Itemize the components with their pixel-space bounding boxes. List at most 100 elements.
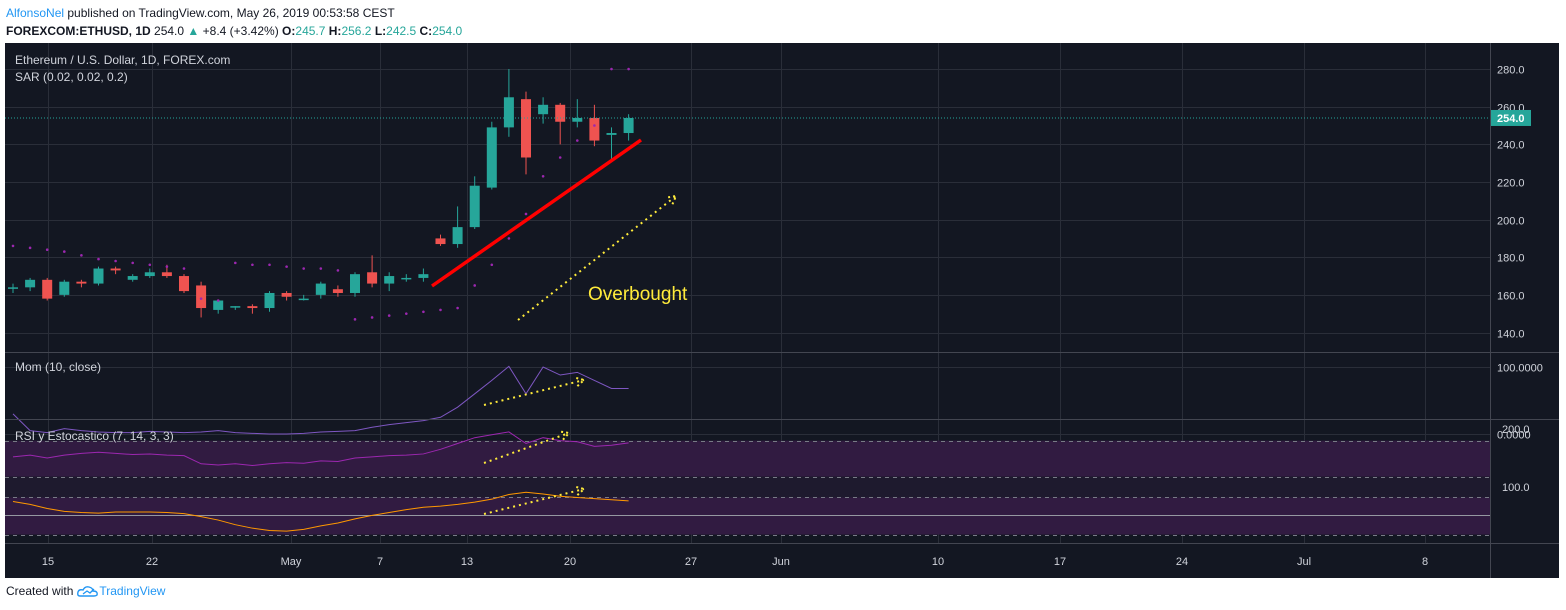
sar-layer — [11, 67, 630, 321]
x-axis-label: 8 — [1422, 556, 1428, 568]
tradingview-cloud-icon — [77, 586, 99, 597]
sar-dot — [524, 212, 528, 216]
candle-body — [315, 283, 326, 295]
close-value: 254.0 — [432, 24, 463, 38]
candle-body — [606, 133, 617, 135]
sar-dot — [131, 261, 134, 265]
sar-dot — [302, 267, 306, 270]
x-axis-label: 7 — [377, 556, 383, 568]
open-label: O: — [282, 24, 296, 38]
x-axis-label: 10 — [932, 556, 944, 568]
candle-body — [538, 104, 549, 115]
sar-dot — [593, 124, 596, 127]
price-axis-label: 280.0 — [1497, 65, 1525, 77]
low-value: 242.5 — [386, 24, 417, 38]
sar-dot — [422, 310, 425, 314]
candle-body — [332, 289, 343, 293]
candle-body — [110, 268, 121, 271]
x-axis-label: 27 — [685, 556, 697, 568]
open-value: 245.7 — [295, 24, 326, 38]
tradingview-logo[interactable]: TradingView — [77, 584, 165, 598]
sar-dot — [336, 269, 340, 272]
chart-canvas[interactable]: 15 22 May 7 13 20 27 Jun 10 17 24 Jul 8280.0260.0240… — [0, 0, 1566, 578]
mom-axis-label: 100.0000 — [1497, 363, 1543, 375]
drawings-layer — [430, 138, 678, 515]
candles-layer — [8, 69, 634, 318]
candle-body — [298, 298, 309, 301]
high-value: 256.2 — [341, 24, 372, 38]
low-label: L: — [374, 24, 387, 38]
sar-dot — [319, 267, 323, 270]
axes-layer: 15 22 May 7 13 20 27 Jun 10 17 24 Jul 8280.0260.0240… — [5, 43, 1559, 578]
candle-body — [623, 117, 634, 134]
x-axis-label: 22 — [146, 556, 158, 568]
sar-dot — [199, 297, 203, 300]
sar-dot — [148, 263, 152, 267]
stochastic-line — [12, 491, 629, 532]
candle-body — [213, 300, 224, 310]
candle-body — [93, 268, 104, 284]
sar-dot — [439, 308, 442, 312]
sar-dot — [456, 306, 459, 310]
x-axis-label: 13 — [461, 556, 473, 568]
price-axis-label: 140.0 — [1497, 329, 1525, 341]
overbought-annotation: Overbought — [588, 284, 688, 305]
x-axis-label: Jun — [772, 556, 790, 568]
sar-dot — [405, 312, 408, 315]
x-axis-label: Jul — [1297, 556, 1311, 568]
x-axis-label: 15 — [42, 556, 54, 568]
sar-dot — [507, 237, 511, 240]
candle-body — [503, 97, 514, 128]
symbol-name: FOREXCOM:ETHUSD, 1D — [6, 24, 151, 38]
overbought-arrow-head — [666, 194, 678, 205]
sar-dot — [251, 263, 254, 267]
sar-dot — [63, 250, 66, 253]
candle-body — [247, 306, 258, 309]
candle-body — [486, 127, 497, 188]
sar-dot — [268, 263, 271, 267]
candle-body — [401, 277, 412, 280]
sar-legend: SAR (0.02, 0.02, 0.2) — [15, 70, 128, 84]
rsi-axis-label: 100.0 — [1502, 482, 1530, 494]
candle-body — [469, 185, 480, 228]
sar-dot — [11, 244, 15, 248]
stochastic-arrow — [483, 488, 585, 515]
sar-dot — [558, 156, 562, 159]
price-axis-label: 160.0 — [1497, 291, 1525, 303]
up-arrow-icon: ▲ — [187, 24, 200, 38]
sar-dot — [114, 259, 117, 263]
close-label: C: — [419, 24, 433, 38]
price-axis-label: 240.0 — [1497, 140, 1525, 152]
x-axis-label: 24 — [1176, 556, 1188, 568]
candle-body — [521, 99, 531, 158]
price-axis-label: 180.0 — [1497, 253, 1525, 265]
sar-dot — [97, 257, 100, 261]
candle-body — [42, 279, 53, 299]
sar-dot — [473, 284, 477, 287]
author-link[interactable]: AlfonsoNel — [6, 6, 65, 20]
rsi-pane-title: RSI y Estocastico (7, 14, 3, 3) — [15, 429, 174, 443]
price-axis-label: 220.0 — [1497, 178, 1525, 190]
created-with-text: Created with — [6, 584, 74, 598]
sar-dot — [387, 314, 391, 317]
published-text: published on TradingView.com, May 26, 20… — [67, 6, 395, 20]
candle-body — [589, 117, 600, 141]
last-price-label: 254.0 — [1497, 113, 1525, 125]
candle-body — [555, 104, 566, 122]
candle-body — [196, 285, 207, 309]
rsi-band-gap — [5, 476, 1490, 498]
candle-body — [384, 276, 395, 284]
sar-dot — [285, 265, 288, 268]
sar-dot — [490, 263, 494, 267]
sar-dot — [370, 316, 374, 319]
rsi-axis-label: 200.0 — [1502, 424, 1530, 436]
price-change: +8.4 (+3.42%) — [202, 24, 279, 38]
sar-dot — [541, 175, 545, 178]
main-pane-title: Ethereum / U.S. Dollar, 1D, FOREX.com — [15, 53, 230, 67]
sar-dot — [353, 318, 357, 321]
candle-body — [452, 227, 463, 245]
rsi-band-layer — [5, 440, 1490, 536]
trend-line — [430, 138, 643, 288]
candle-body — [127, 276, 138, 280]
candle-body — [264, 292, 275, 309]
